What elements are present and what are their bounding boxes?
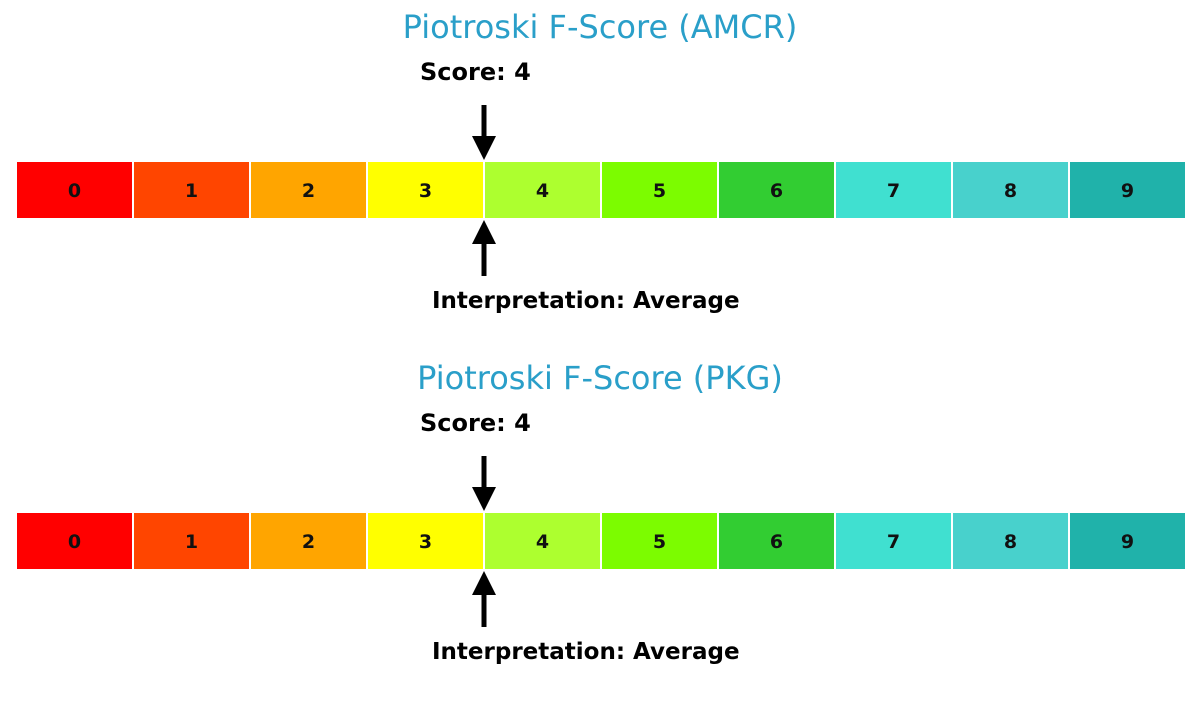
score-marker-arrow-down [472,105,496,160]
score-scale: 0 1 2 3 4 5 6 7 8 9 [15,105,1187,276]
scale-cell-label: 4 [536,531,549,553]
interpretation-label: Interpretation: Average [432,288,740,314]
scale-cell-4 [483,511,602,571]
score-marker-arrow-up [472,220,496,276]
scale-cell-label: 2 [302,531,315,553]
scale-cell-0 [15,160,134,220]
scale-cell-label: 2 [302,180,315,202]
scale-cell-9 [1068,511,1187,571]
fscore-panel-amcr: Piotroski F-Score (AMCR) Score: 4 0 1 2 3 4 5… [15,8,1187,314]
scale-cell-1 [132,160,251,220]
scale-cell-label: 7 [887,180,900,202]
score-scale: 0 1 2 3 4 5 6 7 8 9 [15,456,1187,627]
scale-cell-label: 9 [1121,531,1134,553]
scale-cell-8 [951,160,1070,220]
chart-title: Piotroski F-Score (AMCR) [402,8,798,46]
scale-cell-label: 7 [887,531,900,553]
fscore-panel-pkg: Piotroski F-Score (PKG) Score: 4 0 1 2 3 4 5 6… [0,351,1200,702]
scale-cell-label: 3 [419,531,432,553]
scale-cell-label: 6 [770,180,783,202]
score-label: Score: 4 [420,409,531,437]
scale-cell-3 [366,511,485,571]
scale-cell-label: 9 [1121,180,1134,202]
scale-cell-9 [1068,160,1187,220]
scale-cell-label: 3 [419,180,432,202]
scale-cell-4 [483,160,602,220]
scale-cell-2 [249,160,368,220]
scale-cell-label: 8 [1004,531,1017,553]
scale-cell-label: 0 [68,180,81,202]
scale-cell-label: 1 [185,531,198,553]
score-label: Score: 4 [420,58,531,86]
scale-cell-label: 5 [653,531,666,553]
scale-cell-6 [717,511,836,571]
scale-cell-label: 0 [68,531,81,553]
scale-cell-label: 6 [770,531,783,553]
scale-cell-7 [834,160,953,220]
scale-cell-6 [717,160,836,220]
scale-cell-5 [600,160,719,220]
scale-cell-0 [15,511,134,571]
score-marker-arrow-down [472,456,496,511]
scale-cell-1 [132,511,251,571]
scale-cell-label: 5 [653,180,666,202]
interpretation-label: Interpretation: Average [432,639,740,665]
chart-title: Piotroski F-Score (PKG) [417,359,783,397]
scale-cell-label: 4 [536,180,549,202]
scale-cell-label: 1 [185,180,198,202]
scale-cell-label: 8 [1004,180,1017,202]
scale-cell-5 [600,511,719,571]
score-marker-arrow-up [472,571,496,627]
